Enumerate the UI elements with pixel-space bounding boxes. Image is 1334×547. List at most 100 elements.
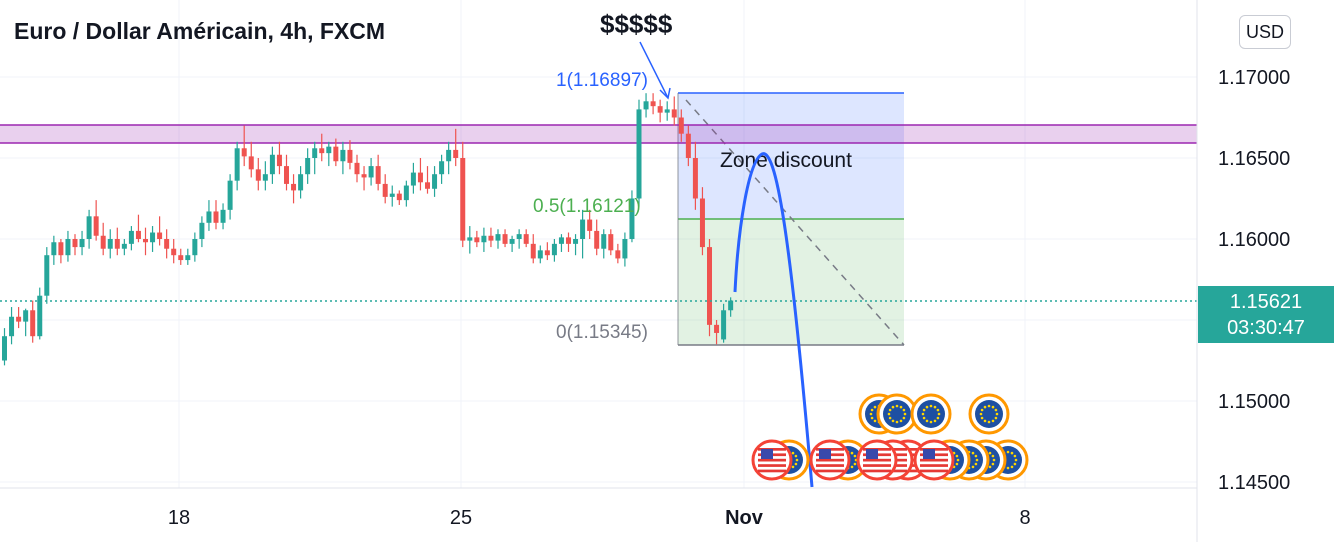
candle-body	[284, 166, 289, 184]
candle-body	[121, 243, 127, 249]
current-price-label: 1.15621 03:30:47	[1198, 286, 1334, 343]
candle-body	[403, 185, 409, 201]
candle-body	[699, 198, 705, 248]
currency-button[interactable]: USD	[1239, 15, 1291, 49]
candle-body	[234, 148, 240, 181]
candle-body	[9, 316, 15, 337]
candle-body	[150, 232, 156, 243]
candle-body	[65, 239, 71, 256]
candle-body	[509, 239, 515, 244]
candle-body	[305, 158, 311, 175]
candle-body	[100, 235, 106, 249]
candle-body	[460, 158, 466, 241]
x-tick-label: Nov	[725, 507, 764, 529]
y-axis-ticks: 1.14500 1.15000 1.16000 1.16500 1.17000	[1218, 67, 1290, 494]
candle-body	[481, 235, 487, 243]
news-events[interactable]	[751, 393, 1029, 481]
price-axis[interactable]	[1197, 0, 1334, 542]
us-coin-icon[interactable]	[751, 439, 793, 481]
candle-body	[340, 149, 346, 162]
candle-body	[474, 237, 480, 243]
candle-body	[629, 198, 635, 239]
candle-body	[502, 234, 508, 244]
candle-body	[714, 324, 720, 333]
current-price-value: 1.15621	[1229, 291, 1303, 313]
fib-label-bottom: 0(1.15345)	[556, 322, 648, 343]
candle-body	[51, 242, 57, 256]
candle-body	[220, 209, 226, 223]
candle-body	[728, 300, 734, 311]
candle-body	[375, 166, 381, 184]
dashed-diagonal	[685, 99, 905, 346]
candle-body	[248, 156, 254, 170]
fib-label-top: 1(1.16897)	[556, 70, 648, 91]
candle-body	[530, 243, 536, 259]
resistance-zone[interactable]	[0, 125, 1197, 143]
dollars-annotation: $$$$$	[600, 9, 673, 39]
candle-body	[467, 237, 473, 241]
candle-body	[199, 222, 205, 239]
candle-body	[185, 255, 191, 261]
candle-body	[417, 172, 423, 183]
candle-body	[566, 237, 571, 244]
candle-body	[396, 193, 402, 201]
candle-body	[58, 242, 64, 256]
dollars-arrow	[639, 41, 669, 99]
candle-body	[608, 234, 614, 251]
eu-coin-icon[interactable]	[910, 393, 952, 435]
time-axis	[0, 488, 1197, 542]
candle-body	[643, 101, 649, 110]
candle-body	[671, 109, 677, 118]
candle-body	[114, 239, 120, 249]
candle-body	[2, 336, 7, 361]
eu-coin-icon[interactable]	[968, 393, 1010, 435]
us-coin-icon[interactable]	[913, 439, 955, 481]
candle-body	[558, 237, 564, 244]
candle-body	[347, 149, 353, 163]
candle-body	[143, 239, 148, 243]
candle-body	[319, 148, 325, 154]
candle-body	[361, 174, 367, 178]
candle-body	[636, 109, 642, 199]
candle-body	[72, 239, 78, 248]
candle-body	[354, 162, 360, 175]
candle-body	[298, 174, 304, 191]
candle-body	[192, 239, 198, 256]
candle-body	[446, 149, 452, 162]
candle-body	[439, 161, 445, 175]
candle-body	[685, 133, 691, 158]
candle-body	[573, 239, 579, 244]
candle-body	[178, 255, 184, 261]
candle-body	[580, 219, 586, 239]
candle-body	[128, 230, 134, 244]
us-coin-icon[interactable]	[856, 439, 898, 481]
candle-body	[389, 193, 395, 197]
candle-body	[425, 182, 430, 189]
candle-body	[227, 180, 233, 210]
candle-body	[241, 148, 247, 157]
candle-body	[453, 149, 459, 158]
candle-body	[495, 234, 501, 241]
candle-body	[30, 310, 36, 337]
candle-body	[615, 250, 621, 259]
us-coin-icon[interactable]	[809, 439, 851, 481]
zone-blue[interactable]	[678, 93, 904, 219]
x-tick-label: 8	[1019, 507, 1030, 529]
candle-body	[692, 158, 698, 199]
y-tick-label: 1.15000	[1218, 391, 1290, 413]
candle-body	[488, 235, 494, 241]
candle-body	[16, 316, 22, 322]
candle-body	[622, 239, 628, 259]
candle-body	[276, 154, 282, 167]
y-tick-label: 1.16000	[1218, 229, 1290, 251]
candle-body	[157, 232, 163, 239]
zone-discount-label: Zone discount	[720, 149, 852, 172]
candle-body	[650, 101, 656, 107]
candle-body	[206, 211, 212, 223]
eu-coin-icon[interactable]	[876, 393, 918, 435]
candle-body	[664, 109, 670, 113]
projection-curve	[733, 152, 814, 488]
candle-body	[721, 310, 727, 340]
